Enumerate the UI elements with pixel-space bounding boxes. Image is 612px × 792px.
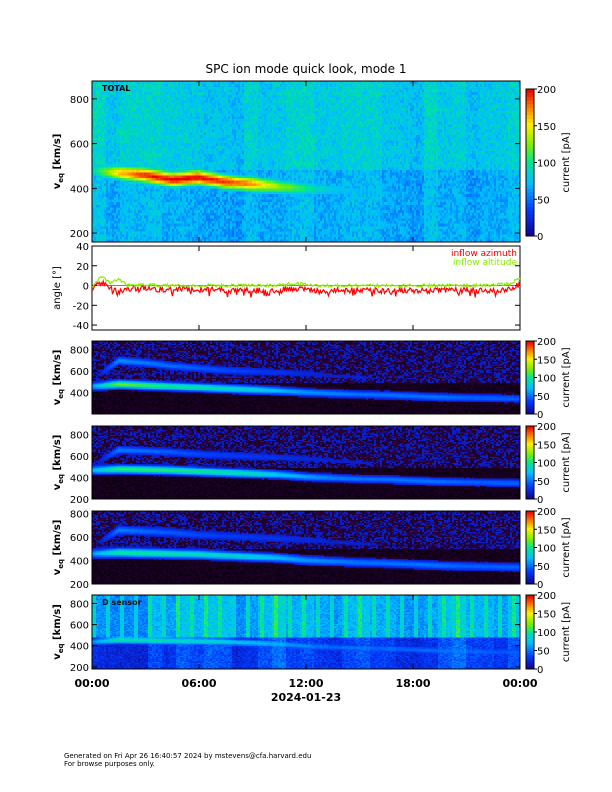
figure-title: SPC ion mode quick look, mode 1 bbox=[206, 62, 407, 76]
heatmap-cells bbox=[92, 81, 520, 242]
